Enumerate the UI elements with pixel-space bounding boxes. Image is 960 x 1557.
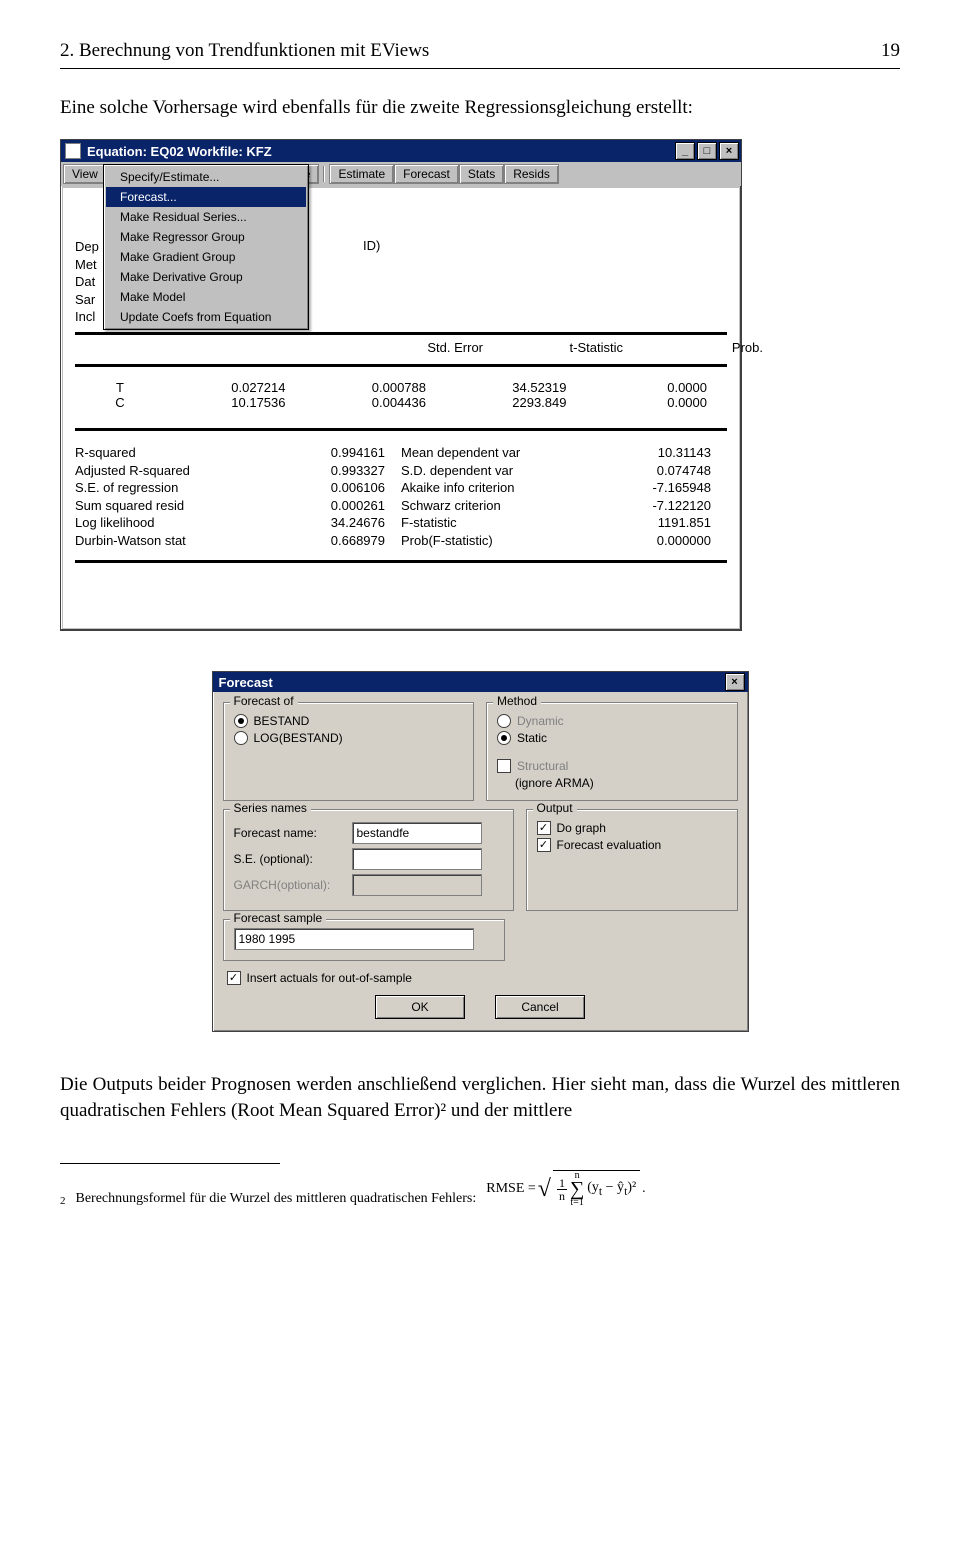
se-label: S.E. (optional): [234, 852, 344, 866]
equation-titlebar[interactable]: Equation: EQ02 Workfile: KFZ _ □ × [61, 140, 741, 162]
window-icon [65, 143, 81, 159]
forecast-eval-check[interactable]: ✓Forecast evaluation [537, 838, 727, 852]
forecast-button[interactable]: Forecast [394, 164, 459, 184]
menu-make-gradient-group[interactable]: Make Gradient Group [106, 247, 306, 267]
ok-button[interactable]: OK [375, 995, 465, 1019]
procs-dropdown: Specify/Estimate... Forecast... Make Res… [103, 164, 309, 330]
stats-block: R-squared0.994161 Adjusted R-squared0.99… [75, 444, 727, 549]
page-header: 2. Berechnung von Trendfunktionen mit EV… [60, 40, 900, 62]
equation-title: Equation: EQ02 Workfile: KFZ [87, 144, 272, 159]
forecast-of-bestand[interactable]: BESTAND [234, 714, 464, 728]
minimize-button[interactable]: _ [675, 142, 695, 160]
forecast-title: Forecast [219, 675, 273, 690]
ignore-arma-label: (ignore ARMA) [497, 776, 727, 790]
body-paragraph: Die Outputs beider Prognosen werden ansc… [60, 1072, 900, 1123]
forecast-close-button[interactable]: × [725, 673, 745, 691]
rule [75, 428, 727, 431]
rule [75, 332, 727, 335]
footnote-text: Berechnungsformel für die Wurzel des mit… [76, 1191, 477, 1207]
stats-button[interactable]: Stats [459, 164, 504, 184]
forecast-sample-input[interactable] [234, 928, 474, 950]
estimate-button[interactable]: Estimate [329, 164, 394, 184]
equation-window: Equation: EQ02 Workfile: KFZ _ □ × View … [60, 139, 742, 631]
method-static[interactable]: Static [497, 731, 727, 745]
do-graph-check[interactable]: ✓Do graph [537, 821, 727, 835]
garch-input [352, 874, 482, 896]
insert-actuals-check[interactable]: ✓Insert actuals for out-of-sample [227, 971, 738, 985]
garch-label: GARCH(optional): [234, 878, 344, 892]
menu-make-derivative-group[interactable]: Make Derivative Group [106, 267, 306, 287]
close-button[interactable]: × [719, 142, 739, 160]
footnote: 2 Berechnungsformel für die Wurzel des m… [60, 1170, 900, 1207]
section-title: 2. Berechnung von Trendfunktionen mit EV… [60, 40, 429, 62]
resids-button[interactable]: Resids [504, 164, 559, 184]
forecast-name-input[interactable] [352, 822, 482, 844]
maximize-button[interactable]: □ [697, 142, 717, 160]
method-structural: Structural [497, 759, 727, 773]
id-suffix: ID) [363, 238, 380, 253]
forecast-of-logbestand[interactable]: LOG(BESTAND) [234, 731, 464, 745]
output-group: Output ✓Do graph ✓Forecast evaluation [526, 809, 738, 911]
table-row: T 0.027214 0.000788 34.52319 0.0000 [75, 380, 727, 395]
forecast-name-label: Forecast name: [234, 826, 344, 840]
table-row: C 10.17536 0.004436 2293.849 0.0000 [75, 395, 727, 410]
method-dynamic: Dynamic [497, 714, 727, 728]
method-group: Method Dynamic Static Structural (ignore… [486, 702, 738, 801]
forecast-titlebar[interactable]: Forecast × [213, 672, 748, 692]
coef-table: T 0.027214 0.000788 34.52319 0.0000 C 10… [75, 380, 727, 410]
view-button[interactable]: View [63, 164, 107, 184]
menu-update-coefs[interactable]: Update Coefs from Equation [106, 307, 306, 327]
footnote-rule [60, 1163, 280, 1164]
intro-text: Eine solche Vorhersage wird ebenfalls fü… [60, 97, 900, 119]
cancel-button[interactable]: Cancel [495, 995, 585, 1019]
rmse-formula: RMSE = √ 1n n∑t=1 (yt − ŷt)² . [486, 1170, 645, 1207]
rule [75, 364, 727, 367]
forecast-dialog: Forecast × Forecast of BESTAND LOG(BESTA… [212, 671, 749, 1032]
menu-make-regressor-group[interactable]: Make Regressor Group [106, 227, 306, 247]
equation-left-stubs: Dep Met Dat Sar Incl [75, 238, 99, 326]
rule [75, 560, 727, 563]
page-number: 19 [881, 40, 900, 62]
forecast-of-group: Forecast of BESTAND LOG(BESTAND) [223, 702, 475, 801]
series-names-group: Series names Forecast name: S.E. (option… [223, 809, 514, 911]
footnote-number: 2 [60, 1195, 66, 1207]
header-rule [60, 68, 900, 69]
menu-make-residual[interactable]: Make Residual Series... [106, 207, 306, 227]
se-input[interactable] [352, 848, 482, 870]
menu-specify-estimate[interactable]: Specify/Estimate... [106, 167, 306, 187]
menu-forecast[interactable]: Forecast... [106, 187, 306, 207]
column-headers: Std. Error t-Statistic Prob. [243, 340, 763, 355]
menu-make-model[interactable]: Make Model [106, 287, 306, 307]
forecast-sample-group: Forecast sample [223, 919, 505, 961]
